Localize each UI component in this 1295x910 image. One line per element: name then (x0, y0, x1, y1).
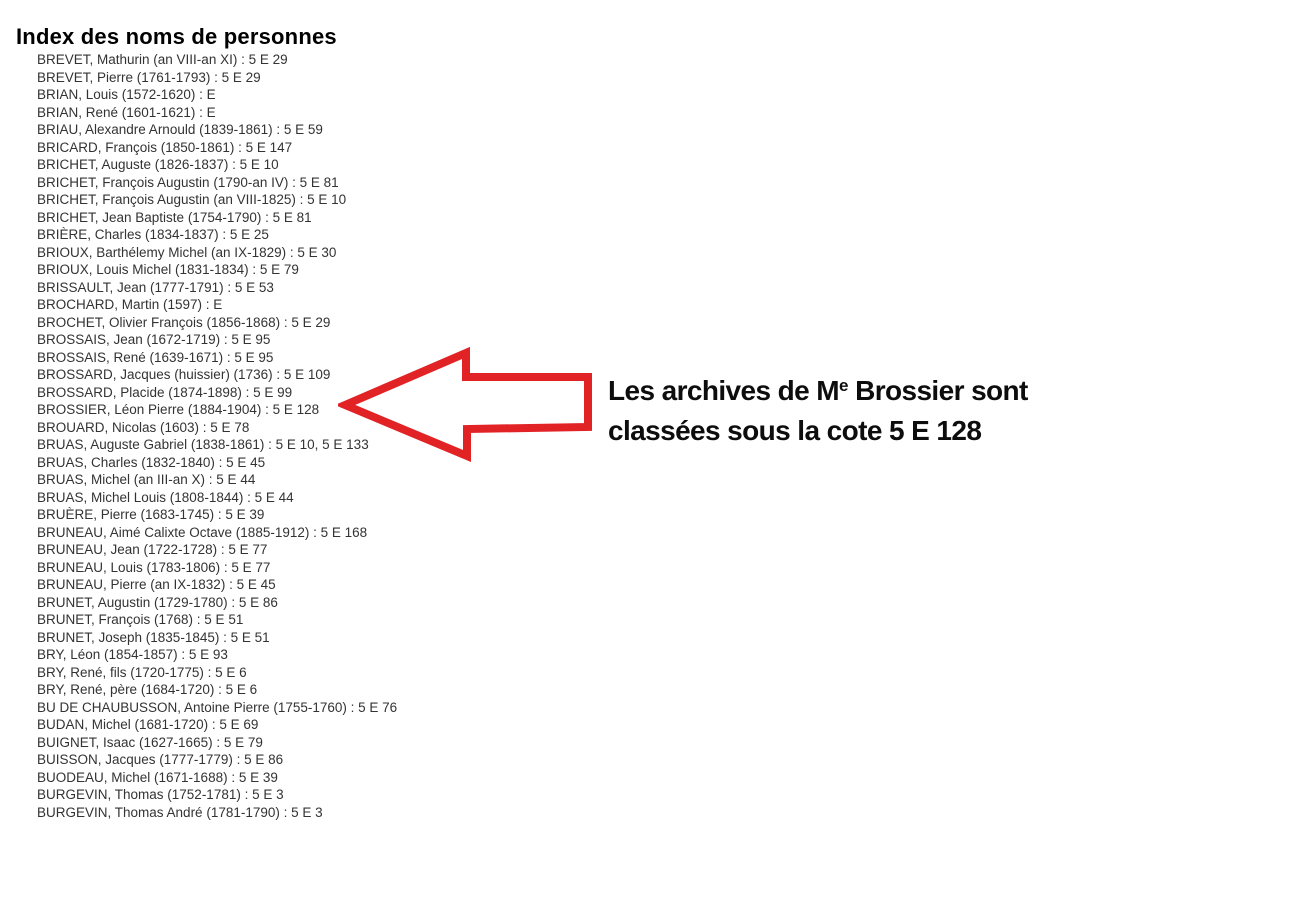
annotation-line-2: classées sous la cote 5 E 128 (608, 415, 982, 446)
annotation-line1-post: Brossier sont (847, 375, 1028, 406)
list-item: BRIAN, René (1601-1621) : E (37, 104, 216, 120)
list-item: BROSSARD, Placide (1874-1898) : 5 E 99 (37, 384, 293, 400)
list-item: BRICHET, Jean Baptiste (1754-1790) : 5 E… (37, 209, 312, 225)
list-item: BRIOUX, Barthélemy Michel (an IX-1829) :… (37, 244, 337, 260)
list-item: BURGEVIN, Thomas (1752-1781) : 5 E 3 (37, 787, 284, 802)
list-item: BREVET, Mathurin (an VIII-an XI) : 5 E 2… (37, 52, 288, 67)
annotation-line1-pre: Les archives de M (608, 375, 840, 406)
list-item: BRIAN, Louis (1572-1620) : E (37, 87, 216, 102)
annotation-text: Les archives de Me Brossier sont classée… (608, 366, 1028, 451)
list-item: BRUAS, Charles (1832-1840) : 5 E 45 (37, 454, 266, 470)
list-item: BRUNET, Joseph (1835-1845) : 5 E 51 (37, 629, 270, 645)
list-item: BROCHET, Olivier François (1856-1868) : … (37, 314, 331, 330)
list-item: BRIÈRE, Charles (1834-1837) : 5 E 25 (37, 227, 269, 242)
list-item: BRIAU, Alexandre Arnould (1839-1861) : 5… (37, 122, 323, 137)
list-item: BRUNET, Augustin (1729-1780) : 5 E 86 (37, 594, 278, 610)
list-item: BUISSON, Jacques (1777-1779) : 5 E 86 (37, 752, 284, 767)
left-block-arrow-icon (334, 346, 592, 463)
index-entries-list: BREVET, Mathurin (an VIII-an XI) : 5 E 2… (37, 51, 397, 821)
list-item: BRICARD, François (1850-1861) : 5 E 147 (37, 139, 293, 155)
list-item: BRICHET, François Augustin (1790-an IV) … (37, 174, 339, 190)
list-item: BUDAN, Michel (1681-1720) : 5 E 69 (37, 717, 259, 732)
list-item: BRICHET, Auguste (1826-1837) : 5 E 10 (37, 157, 279, 172)
annotation-arrow (334, 346, 596, 464)
list-item: BRUNEAU, Aimé Calixte Octave (1885-1912)… (37, 524, 368, 540)
list-item: BRUNEAU, Pierre (an IX-1832) : 5 E 45 (37, 577, 276, 592)
list-item: BRUAS, Michel (an III-an X) : 5 E 44 (37, 472, 256, 487)
list-item: BUODEAU, Michel (1671-1688) : 5 E 39 (37, 769, 278, 785)
list-item: BREVET, Pierre (1761-1793) : 5 E 29 (37, 69, 261, 85)
list-item: BRUNEAU, Louis (1783-1806) : 5 E 77 (37, 559, 271, 575)
list-item: BRICHET, François Augustin (an VIII-1825… (37, 192, 347, 207)
list-item: BRISSAULT, Jean (1777-1791) : 5 E 53 (37, 279, 274, 295)
list-item: BRUAS, Michel Louis (1808-1844) : 5 E 44 (37, 489, 294, 505)
list-item: BRUNET, François (1768) : 5 E 51 (37, 612, 244, 627)
list-item: BROUARD, Nicolas (1603) : 5 E 78 (37, 419, 250, 435)
list-item: BROCHARD, Martin (1597) : E (37, 297, 223, 312)
page-title: Index des noms de personnes (16, 24, 337, 49)
annotation-line-1: Les archives de Me Brossier sont (608, 366, 1028, 411)
list-item: BROSSAIS, René (1639-1671) : 5 E 95 (37, 349, 274, 365)
list-item: BURGEVIN, Thomas André (1781-1790) : 5 E… (37, 804, 323, 820)
list-item: BRUAS, Auguste Gabriel (1838-1861) : 5 E… (37, 437, 369, 452)
list-item: BRIOUX, Louis Michel (1831-1834) : 5 E 7… (37, 262, 299, 277)
list-item: BRY, Léon (1854-1857) : 5 E 93 (37, 647, 228, 662)
annotation-superscript-e: e (839, 376, 848, 395)
list-item: BUIGNET, Isaac (1627-1665) : 5 E 79 (37, 734, 263, 750)
list-item: BRY, René, fils (1720-1775) : 5 E 6 (37, 664, 247, 680)
list-item: BROSSAIS, Jean (1672-1719) : 5 E 95 (37, 332, 271, 347)
list-item: BROSSARD, Jacques (huissier) (1736) : 5 … (37, 367, 331, 382)
list-item: BRY, René, père (1684-1720) : 5 E 6 (37, 682, 258, 697)
list-item: BRUNEAU, Jean (1722-1728) : 5 E 77 (37, 542, 268, 557)
list-item: BRUÈRE, Pierre (1683-1745) : 5 E 39 (37, 507, 265, 522)
list-item: BU DE CHAUBUSSON, Antoine Pierre (1755-1… (37, 699, 398, 715)
list-item: BROSSIER, Léon Pierre (1884-1904) : 5 E … (37, 402, 320, 417)
left-block-arrow-shape (334, 346, 592, 463)
